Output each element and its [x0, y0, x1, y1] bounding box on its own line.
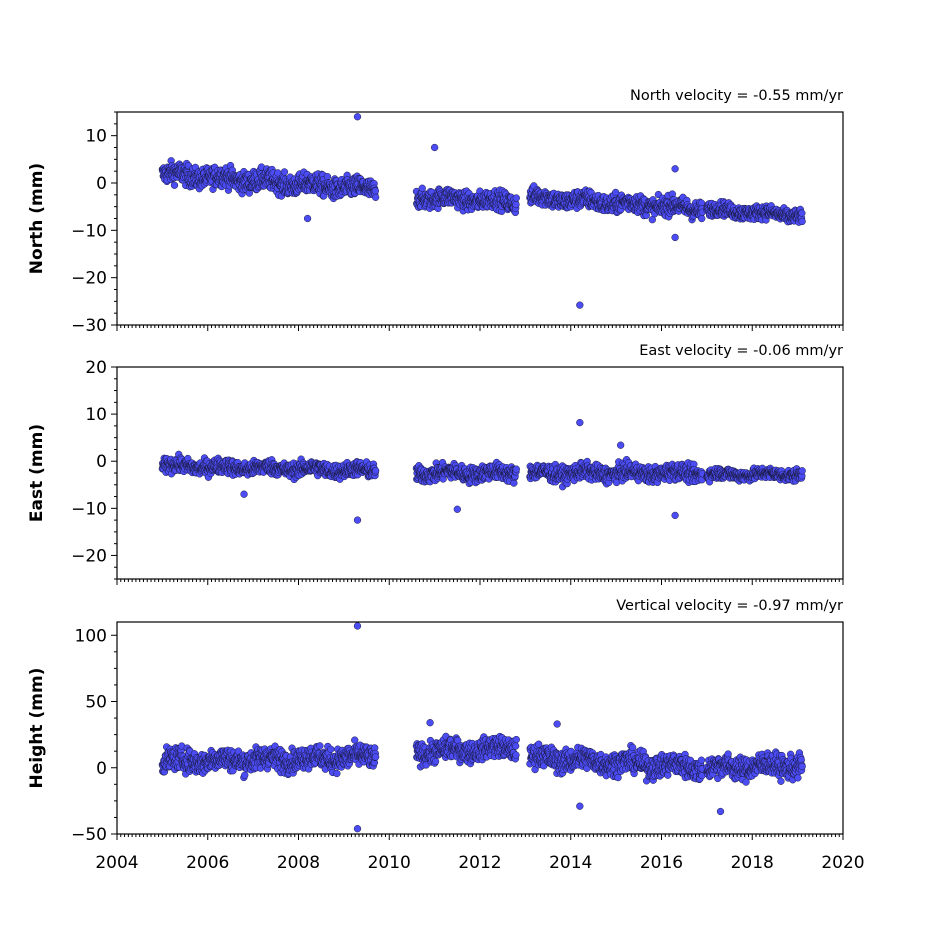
y-tick-label: −10 [71, 499, 107, 519]
outlier-point [240, 490, 248, 498]
y-axis-label: East (mm) [27, 424, 47, 522]
panel-north: 10 0 −10 −20 −30 North (mm) North velocity = -… [27, 88, 844, 336]
y-tick-label: 20 [85, 358, 107, 378]
data-point [280, 168, 289, 176]
data-point [327, 745, 335, 753]
data-point [170, 181, 179, 189]
y-tick-label: −20 [71, 546, 107, 566]
data-point [316, 742, 324, 750]
data-points [158, 418, 806, 524]
data-point [371, 187, 379, 195]
data-point [512, 200, 520, 209]
data-point [512, 465, 520, 473]
data-point [418, 184, 426, 192]
data-point [371, 193, 380, 201]
data-point [351, 736, 359, 744]
data-point [798, 467, 806, 475]
panel-height: 2004 2006 2008 2010 2012 2014 2016 2018 20201005… [27, 598, 865, 873]
data-point [798, 209, 806, 217]
data-points [158, 113, 806, 309]
y-tick-label: −20 [71, 269, 107, 289]
outlier-point [353, 516, 362, 524]
y-tick-label: 0 [96, 174, 107, 194]
y-tick-label: 10 [85, 405, 107, 425]
panel-east: 20 10 0 −10 −20 East (mm) East velocity = -0.0… [27, 343, 844, 585]
velocity-title: East velocity = -0.06 mm/yr [639, 343, 843, 359]
outlier-point [671, 165, 679, 173]
y-tick-label: −30 [71, 316, 107, 336]
velocity-title: North velocity = -0.55 mm/yr [630, 88, 843, 104]
outlier-point [430, 143, 439, 152]
y-tick-label: 0 [96, 452, 107, 472]
data-point [698, 214, 706, 223]
data-point [371, 467, 380, 475]
data-points [158, 622, 806, 833]
y-tick-label: 10 [85, 127, 107, 147]
data-point [512, 194, 520, 202]
y-axis-label: North (mm) [27, 163, 47, 274]
y-tick-label: −10 [71, 221, 107, 241]
data-point [333, 769, 341, 778]
outlier-point [576, 301, 584, 309]
outlier-point [576, 418, 584, 427]
outlier-point [303, 214, 312, 223]
data-point [798, 217, 806, 226]
outlier-point [453, 505, 461, 513]
outlier-point [671, 233, 679, 242]
data-point [241, 771, 249, 779]
outlier-point [671, 511, 679, 520]
outlier-point [353, 113, 362, 121]
data-point [323, 173, 332, 181]
outlier-point [617, 441, 625, 449]
